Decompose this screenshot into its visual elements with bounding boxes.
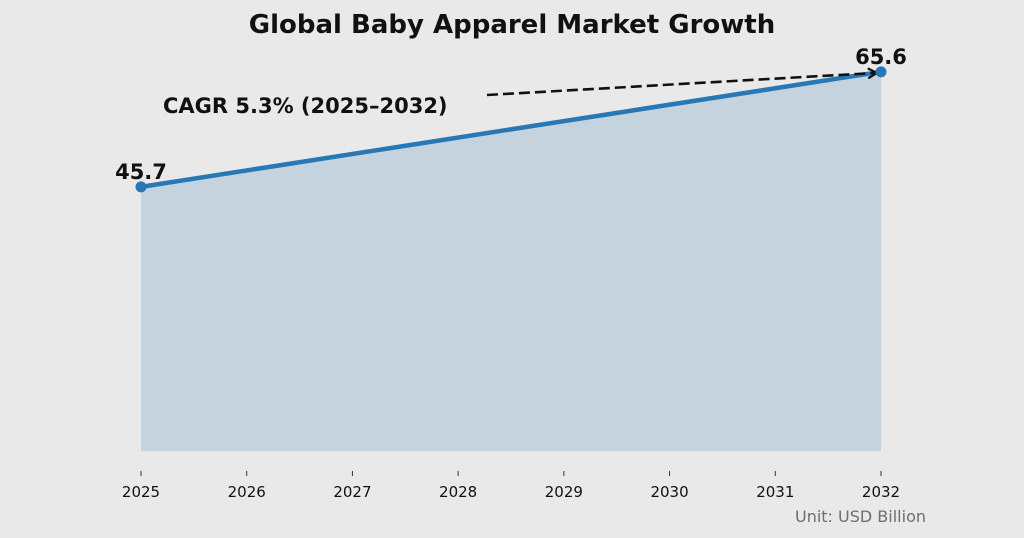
chart-title: Global Baby Apparel Market Growth xyxy=(249,10,775,40)
x-tick-label: 2025 xyxy=(122,483,160,501)
x-tick-label: 2026 xyxy=(228,483,266,501)
cagr-arrow xyxy=(486,73,877,97)
x-tick-label: 2029 xyxy=(545,483,583,501)
area-fill xyxy=(141,71,881,451)
unit-note: Unit: USD Billion xyxy=(795,507,926,526)
cagr-annotation: CAGR 5.3% (2025–2032) xyxy=(163,94,448,118)
data-label: 45.7 xyxy=(115,160,167,184)
data-point xyxy=(135,181,147,193)
x-tick-label: 2028 xyxy=(439,483,477,501)
x-tick-label: 2027 xyxy=(333,483,371,501)
x-tick-label: 2031 xyxy=(756,483,794,501)
x-tick-label: 2032 xyxy=(862,483,900,501)
x-tick-label: 2030 xyxy=(650,483,688,501)
data-label: 65.6 xyxy=(855,45,907,69)
data-point xyxy=(875,66,887,78)
plot-area: 2025 2026 2027 2028 2029 2030 2031 2032 CAGR 5.3… xyxy=(115,45,907,501)
series-line xyxy=(138,69,884,190)
